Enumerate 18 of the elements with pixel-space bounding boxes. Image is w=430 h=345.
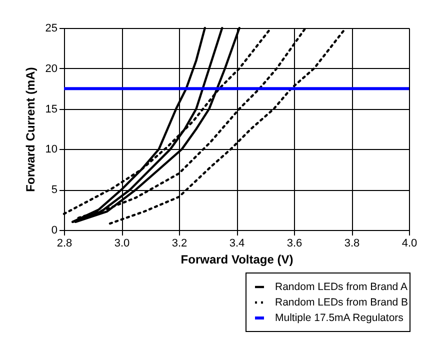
y-tick-label: 25 — [45, 22, 58, 34]
y-tick-label: 0 — [51, 224, 58, 236]
legend-label: Multiple 17.5mA Regulators — [275, 312, 404, 324]
x-tick-label: 3.6 — [286, 238, 302, 250]
x-axis-title: Forward Voltage (V) — [180, 252, 294, 266]
legend-label: Random LEDs from Brand B — [275, 296, 408, 308]
x-tick-label: 2.8 — [56, 238, 72, 250]
y-axis-title: Forward Current (mA) — [23, 67, 38, 192]
x-tick-label: 3.8 — [344, 238, 360, 250]
x-tick-label: 3.4 — [229, 238, 245, 250]
y-tick-label: 5 — [51, 184, 58, 196]
legend-label: Random LEDs from Brand A — [275, 281, 408, 293]
x-tick-label: 3.0 — [114, 238, 130, 250]
y-tick-label: 10 — [45, 144, 58, 156]
y-tick-label: 15 — [45, 103, 58, 116]
x-tick-label: 4.0 — [402, 238, 418, 250]
x-tick-label: 3.2 — [172, 238, 188, 250]
y-tick-label: 20 — [45, 62, 58, 75]
